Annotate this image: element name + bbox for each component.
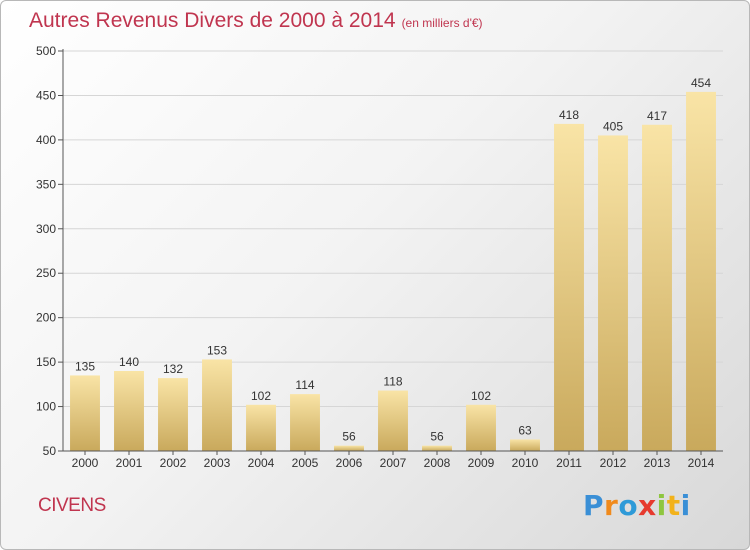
x-tick-label: 2004 xyxy=(248,456,275,470)
x-tick-label: 2006 xyxy=(336,456,363,470)
bar xyxy=(290,394,320,451)
y-tick-label: 450 xyxy=(36,88,56,102)
x-tick-label: 2007 xyxy=(380,456,407,470)
data-label: 135 xyxy=(75,359,95,373)
bar xyxy=(70,375,100,451)
data-label: 56 xyxy=(430,430,444,444)
data-label: 153 xyxy=(207,343,227,357)
bar xyxy=(598,135,628,451)
x-tick-label: 2005 xyxy=(292,456,319,470)
logo-letter: r xyxy=(604,489,619,522)
bar xyxy=(510,439,540,451)
chart-title: Autres Revenus Divers de 2000 à 2014 (en … xyxy=(29,9,483,33)
logo-letter: P xyxy=(583,489,605,522)
bar xyxy=(378,390,408,451)
proxiti-logo: Proxiti xyxy=(583,489,691,522)
chart-unit: (en milliers d'€) xyxy=(401,16,483,30)
data-label: 102 xyxy=(471,389,491,403)
y-tick-label: 350 xyxy=(36,177,56,191)
data-label: 102 xyxy=(251,389,271,403)
logo-letter: o xyxy=(618,489,639,522)
x-tick-label: 2010 xyxy=(512,456,539,470)
bar xyxy=(202,359,232,451)
data-label: 114 xyxy=(295,378,314,392)
data-label: 405 xyxy=(603,119,623,133)
y-tick-label: 250 xyxy=(36,266,56,280)
bar xyxy=(334,445,364,451)
town-name: CIVENS xyxy=(38,495,106,516)
x-tick-label: 2011 xyxy=(556,456,582,470)
axes xyxy=(58,49,723,455)
x-tick-label: 2000 xyxy=(72,456,99,470)
data-label: 118 xyxy=(383,375,402,389)
data-label: 56 xyxy=(342,430,356,444)
y-tick-labels: 50 100 150 200 250 300 350 400 450 500 xyxy=(36,44,56,458)
data-label: 417 xyxy=(647,109,667,123)
x-tick-label: 2002 xyxy=(160,456,187,470)
x-tick-label: 2001 xyxy=(116,456,143,470)
x-tick-label: 2012 xyxy=(600,456,627,470)
data-label: 132 xyxy=(163,362,183,376)
x-tick-label: 2008 xyxy=(424,456,451,470)
bar xyxy=(422,445,452,451)
chart-title-text: Autres Revenus Divers de 2000 à 2014 xyxy=(29,9,396,32)
bar xyxy=(642,124,672,452)
bar xyxy=(114,371,144,451)
x-tick-labels: 2000 2001 2002 2003 2004 2005 2006 2007 2008 2009… xyxy=(72,456,715,470)
logo-letter: x xyxy=(638,489,657,522)
data-label: 63 xyxy=(518,423,532,437)
data-labels: 135 140 132 153 102 114 56 118 56 102 63 418 405 417 4… xyxy=(75,76,711,444)
y-tick-label: 400 xyxy=(36,133,56,147)
logo-letter: i xyxy=(656,489,667,522)
bar xyxy=(246,404,276,451)
x-tick-label: 2003 xyxy=(204,456,231,470)
bar xyxy=(686,91,716,451)
y-tick-label: 200 xyxy=(36,311,56,325)
y-tick-label: 100 xyxy=(36,400,56,414)
logo-letter: t xyxy=(666,489,681,522)
data-label: 140 xyxy=(119,355,139,369)
x-tick-label: 2009 xyxy=(468,456,495,470)
data-label: 454 xyxy=(691,76,711,90)
data-label: 418 xyxy=(559,108,579,122)
bars xyxy=(70,91,716,452)
bar xyxy=(158,378,188,451)
logo-letter: i xyxy=(680,489,691,522)
x-tick-label: 2014 xyxy=(688,456,715,470)
y-tick-label: 500 xyxy=(36,44,56,58)
x-tick-label: 2013 xyxy=(644,456,671,470)
y-tick-label: 150 xyxy=(36,355,56,369)
bar xyxy=(554,123,584,451)
bar xyxy=(466,404,496,451)
y-tick-label: 50 xyxy=(43,444,57,458)
y-tick-label: 300 xyxy=(36,222,56,236)
